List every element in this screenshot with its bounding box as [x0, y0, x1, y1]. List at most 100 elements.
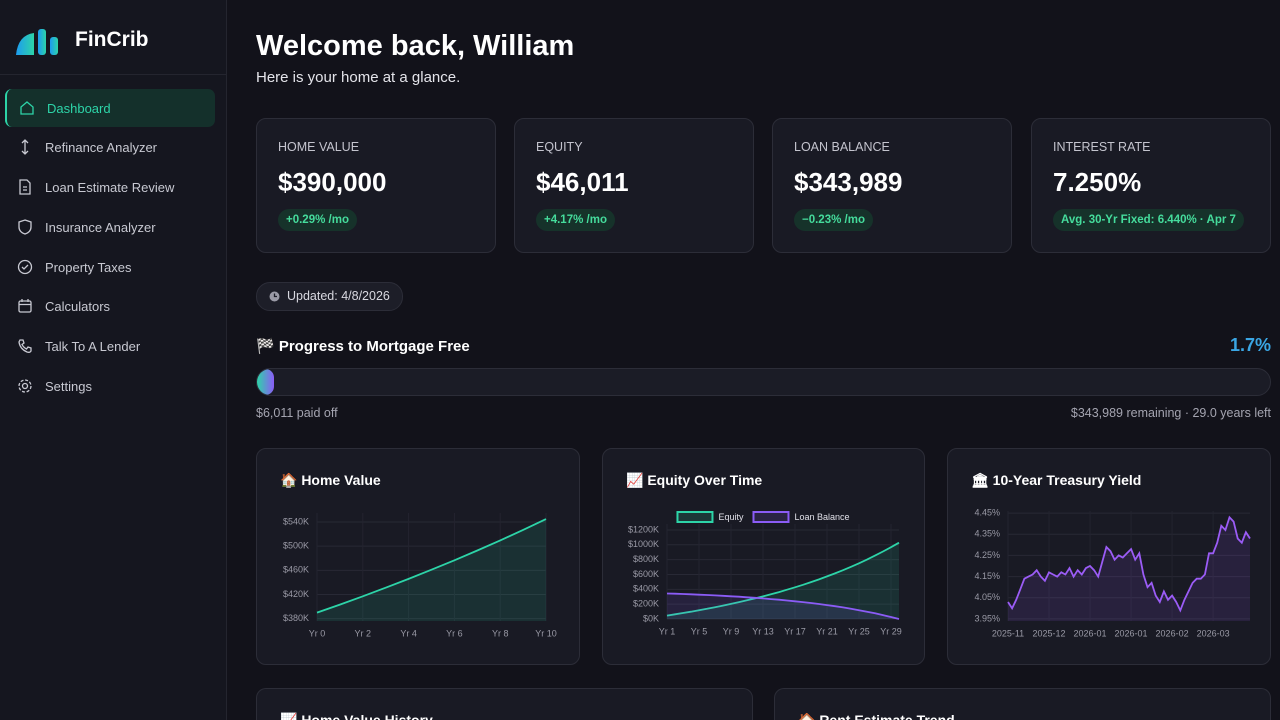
x-tick-label: 2025-12 [1033, 628, 1066, 638]
y-tick-label: $500K [283, 541, 309, 551]
nav-label: Loan Estimate Review [45, 179, 175, 195]
sidebar: FinCrib Dashboard Refinance Analyzer Loan … [0, 0, 227, 720]
chart-card: 🏠 Home Value $380K $420K $460K $500K $540K Yr… [256, 448, 580, 665]
chart: 3.95% 4.05% 4.15% 4.25% 4.35% 4.45% 2025-11 202… [974, 507, 1251, 638]
stat-label: HOME VALUE [278, 140, 360, 154]
y-tick-label: $0K [643, 613, 659, 623]
logo [16, 29, 58, 55]
y-tick-label: $1000K [628, 539, 659, 549]
stat-label: LOAN BALANCE [794, 140, 890, 154]
stat-change: +4.17% /mo [536, 209, 615, 231]
chart-title: 🏠 Home Value [280, 472, 381, 488]
nav-item[interactable]: Calculators [5, 287, 215, 325]
progress-title: 🏁 Progress to Mortgage Free [256, 338, 470, 355]
x-tick-label: 2026-03 [1197, 628, 1230, 638]
x-tick-label: Yr 4 [400, 628, 417, 638]
line [666, 541, 900, 617]
area [667, 542, 899, 619]
y-tick-label: 4.15% [974, 571, 1000, 581]
chart-title: 📈 Equity Over Time [626, 472, 763, 488]
chart-card: 📈 Equity Over Time $0K $200K $400K $600K $80… [602, 448, 925, 665]
stat-change: −0.23% /mo [794, 209, 873, 231]
x-tick-label: Yr 10 [535, 628, 557, 638]
chart-card: 🏠 Rent Estimate Trend [774, 688, 1271, 720]
y-tick-label: $200K [633, 599, 659, 609]
nav-item[interactable]: Settings [5, 367, 215, 405]
y-tick-label: $460K [283, 565, 309, 575]
nav-item[interactable]: Dashboard [5, 89, 215, 127]
chart-card: 🏛 10-Year Treasury Yield 3.95% 4.05% 4.15%… [947, 448, 1271, 665]
nav-label: Dashboard [47, 100, 111, 116]
nav-icon [19, 179, 31, 195]
stat-card: INTEREST RATE 7.250% Avg. 30-Yr Fixed: 6.4… [1031, 118, 1271, 253]
legend-swatch [676, 511, 714, 523]
legend-label: Loan Balance [794, 512, 849, 522]
stat-card: EQUITY $46,011 +4.17% /mo [514, 118, 754, 253]
y-tick-label: 4.25% [974, 550, 1000, 560]
stat-value: $46,011 [536, 167, 629, 197]
y-tick-label: $420K [283, 589, 309, 599]
stat-value: 7.250% [1053, 167, 1142, 197]
nav-icon [18, 219, 32, 235]
y-tick-label: 3.95% [974, 613, 1000, 623]
line [666, 592, 900, 620]
brand: FinCrib [75, 28, 149, 51]
nav-label: Insurance Analyzer [45, 219, 156, 235]
nav-icon [18, 339, 32, 353]
nav-label: Calculators [45, 298, 111, 314]
stat-card: HOME VALUE $390,000 +0.29% /mo [256, 118, 496, 253]
area [1008, 517, 1250, 621]
progress-percent: 1.7% [1229, 335, 1271, 355]
clock-icon [269, 291, 280, 302]
progress-paid: $6,011 paid off [256, 406, 338, 420]
y-tick-label: $1200K [628, 524, 659, 534]
x-tick-label: Yr 29 [880, 626, 902, 636]
y-tick-label: 4.05% [974, 592, 1000, 602]
updated-badge: Updated: 4/8/2026 [256, 282, 403, 311]
nav-item[interactable]: Insurance Analyzer [5, 208, 215, 246]
nav-item[interactable]: Property Taxes [5, 248, 215, 286]
stat-label: INTEREST RATE [1053, 140, 1151, 154]
legend-swatch [752, 511, 790, 523]
progress-remaining: $343,989 remaining · 29.0 years left [1070, 406, 1271, 420]
stat-change: +0.29% /mo [278, 209, 357, 231]
nav-icon [17, 259, 33, 275]
nav-item[interactable]: Loan Estimate Review [5, 168, 215, 206]
updated-text: Updated: 4/8/2026 [287, 289, 390, 303]
stat-label: EQUITY [536, 140, 583, 154]
x-tick-label: Yr 17 [784, 626, 806, 636]
y-tick-label: 4.45% [974, 507, 1000, 517]
line [316, 518, 547, 614]
y-tick-label: $380K [283, 613, 309, 623]
x-tick-label: Yr 5 [691, 626, 708, 636]
x-tick-label: Yr 8 [492, 628, 509, 638]
card-title: 🏠 Rent Estimate Trend [798, 712, 955, 720]
stat-card: LOAN BALANCE $343,989 −0.23% /mo [772, 118, 1012, 253]
nav-label: Refinance Analyzer [45, 139, 158, 155]
nav-icon [18, 379, 32, 393]
x-tick-label: 2025-11 [992, 628, 1024, 638]
stat-value: $390,000 [278, 167, 387, 197]
x-tick-label: 2026-01 [1115, 628, 1148, 638]
chart: $0K $200K $400K $600K $800K $1000K $1200K Yr 1 Y… [628, 511, 902, 636]
nav-label: Settings [45, 378, 92, 394]
x-tick-label: Yr 2 [355, 628, 372, 638]
x-tick-label: Yr 21 [816, 626, 838, 636]
card-title: 📈 Home Value History [280, 712, 433, 720]
nav-item[interactable]: Refinance Analyzer [5, 128, 215, 166]
x-tick-label: 2026-01 [1074, 628, 1107, 638]
y-tick-label: $400K [633, 584, 659, 594]
progress-track [256, 368, 1271, 396]
nav-item[interactable]: Talk To A Lender [5, 327, 215, 365]
chart-card: 📈 Home Value History [256, 688, 753, 720]
chart-title: 🏛 10-Year Treasury Yield [971, 472, 1142, 488]
line [1007, 515, 1251, 613]
nav-icon [20, 101, 34, 115]
x-tick-label: Yr 0 [309, 628, 326, 638]
legend-label: Equity [718, 512, 744, 522]
page-title: Welcome back, William [256, 30, 575, 62]
y-tick-label: $800K [633, 554, 659, 564]
stat-change: Avg. 30-Yr Fixed: 6.440% · Apr 7 [1053, 209, 1244, 231]
x-tick-label: Yr 6 [446, 628, 463, 638]
